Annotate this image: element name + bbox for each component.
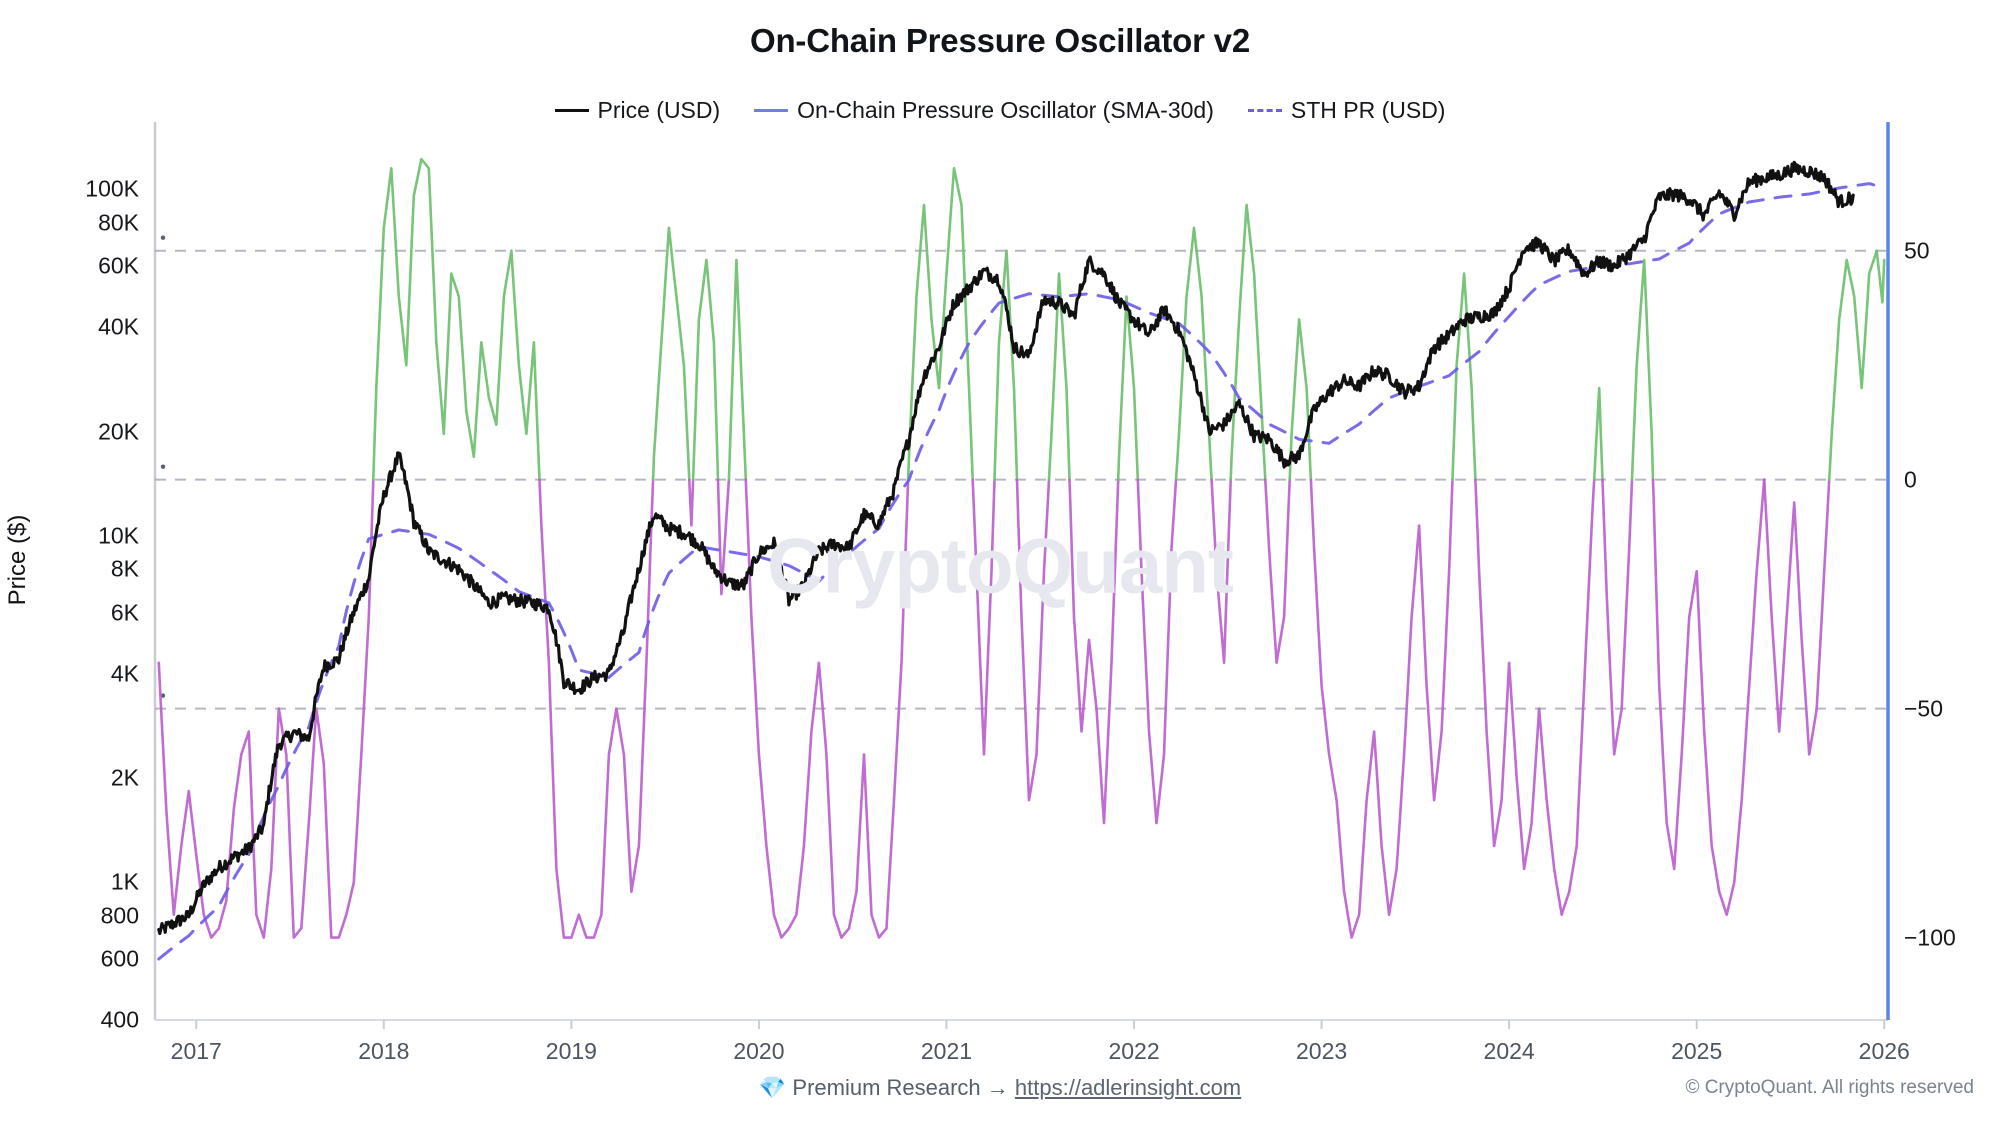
y-tick-left-60K: 60K	[98, 252, 139, 279]
oscillator-segment-positive-1	[372, 157, 541, 481]
y-tick-left-8K: 8K	[110, 555, 139, 582]
x-tick-2022: 2022	[1108, 1038, 1160, 1064]
x-tick-2026: 2026	[1858, 1038, 1910, 1064]
oscillator-segment-positive-17	[1174, 226, 1213, 481]
y-tick-right-0: 0	[1904, 466, 1917, 493]
oscillator-segment-positive-23	[1451, 272, 1477, 481]
oscillator-segment-negative-2	[538, 478, 655, 939]
footer: 💎 Premium Research → https://adlerinsigh…	[0, 1075, 2000, 1101]
oscillator-segment-negative-20	[1264, 478, 1291, 665]
copyright-text: © CryptoQuant. All rights reserved	[1685, 1077, 1974, 1098]
gridline-marker-0	[160, 464, 166, 469]
oscillator-segment-negative-0	[157, 478, 375, 939]
sth-pr-line	[157, 182, 1886, 961]
footer-text: Premium Research →	[792, 1075, 1015, 1100]
legend-label-sth-pr: STH PR (USD)	[1290, 97, 1446, 123]
x-tick-2023: 2023	[1295, 1038, 1348, 1064]
x-tick-2024: 2024	[1483, 1038, 1535, 1064]
oscillator-segment-negative-18	[1210, 478, 1232, 665]
oscillator-segment-positive-19	[1229, 203, 1267, 481]
y-tick-left-10K: 10K	[98, 522, 139, 549]
x-tick-2025: 2025	[1671, 1038, 1723, 1064]
oscillator-segment-negative-4	[688, 478, 695, 527]
oscillator-segment-negative-22	[1309, 478, 1454, 939]
y-tick-right-50: 50	[1904, 237, 1930, 264]
legend-swatch-price	[554, 109, 589, 112]
oscillator-segment-positive-5	[691, 258, 720, 481]
y-tick-left-80K: 80K	[98, 209, 139, 236]
chart-title: On-Chain Pressure Oscillator v2	[750, 22, 1250, 59]
y-tick-left-400: 400	[100, 1006, 139, 1033]
legend-label-oscillator: On-Chain Pressure Oscillator (SMA-30d)	[797, 97, 1214, 123]
oscillator-segment-positive-25	[1592, 386, 1604, 481]
y-tick-left-40K: 40K	[98, 313, 139, 340]
legend-item-oscillator[interactable]: On-Chain Pressure Oscillator (SMA-30d)	[754, 97, 1214, 124]
legend-item-price[interactable]: Price (USD)	[554, 97, 721, 124]
legend-item-sth-pr[interactable]: STH PR (USD)	[1247, 97, 1446, 124]
oscillator-segment-negative-28	[1651, 478, 1766, 916]
chart-legend: Price (USD) On-Chain Pressure Oscillator…	[0, 97, 2000, 124]
oscillator-segment-positive-27	[1630, 258, 1655, 481]
oscillator-segment-negative-6	[716, 478, 731, 596]
oscillator-segment-negative-30	[1762, 478, 1831, 756]
oscillator-segment-positive-9	[906, 167, 974, 481]
y-tick-left-100K: 100K	[85, 175, 139, 202]
price-line	[157, 160, 1855, 936]
y-tick-left-600: 600	[100, 945, 139, 972]
oscillator-segment-positive-7	[727, 258, 748, 481]
legend-label-price: Price (USD)	[597, 97, 721, 123]
y-tick-left-4K: 4K	[110, 660, 139, 687]
oscillator-segment-negative-24	[1474, 478, 1596, 916]
x-tick-2021: 2021	[920, 1038, 973, 1064]
y-tick-left-1K: 1K	[110, 868, 139, 895]
oscillator-segment-positive-13	[1047, 272, 1071, 481]
legend-swatch-oscillator	[754, 109, 789, 112]
y-tick-left-6K: 6K	[110, 599, 139, 626]
oscillator-segment-negative-8	[744, 478, 910, 939]
y-tick-left-800: 800	[100, 902, 139, 929]
oscillator-segment-positive-11	[993, 249, 1019, 481]
oscillator-segment-negative-26	[1601, 478, 1634, 756]
gridline-marker--50	[160, 693, 166, 698]
y-tick-left-20K: 20K	[98, 418, 139, 445]
oscillator-segment-negative-16	[1136, 478, 1178, 825]
legend-swatch-sth-pr	[1247, 109, 1282, 112]
x-tick-2018: 2018	[358, 1038, 410, 1064]
oscillator-segment-positive-31	[1827, 249, 1886, 481]
gem-icon: 💎	[758, 1075, 787, 1100]
y-tick-right--100: −100	[1904, 924, 1956, 951]
oscillator-segment-negative-12	[1015, 478, 1051, 802]
x-tick-2019: 2019	[545, 1038, 597, 1064]
oscillator-segment-positive-3	[651, 226, 691, 481]
gridline-marker-50	[160, 235, 166, 240]
oscillator-segment-negative-10	[971, 478, 996, 756]
x-tick-2020: 2020	[733, 1038, 785, 1064]
x-tick-2017: 2017	[170, 1038, 222, 1064]
footer-link[interactable]: https://adlerinsight.com	[1014, 1075, 1242, 1100]
y-tick-right--50: −50	[1904, 695, 1944, 722]
y-tick-left-2K: 2K	[110, 764, 139, 791]
oscillator-segment-negative-14	[1068, 478, 1120, 825]
